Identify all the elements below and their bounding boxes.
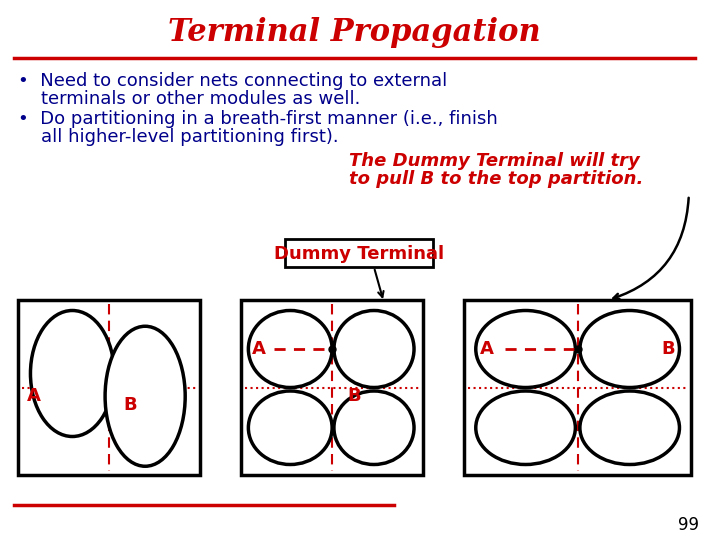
Text: terminals or other modules as well.: terminals or other modules as well.: [18, 90, 360, 108]
Bar: [464, 300, 690, 475]
Text: B: B: [347, 387, 361, 405]
Ellipse shape: [334, 391, 414, 464]
Ellipse shape: [105, 326, 185, 466]
Text: A: A: [480, 340, 494, 358]
Text: •  Do partitioning in a breath-first manner (i.e., finish: • Do partitioning in a breath-first mann…: [18, 110, 498, 128]
Ellipse shape: [248, 310, 332, 388]
Text: Terminal Propagation: Terminal Propagation: [168, 17, 541, 49]
Text: •  Need to consider nets connecting to external: • Need to consider nets connecting to ex…: [18, 72, 447, 90]
Ellipse shape: [476, 310, 575, 388]
Text: B: B: [662, 340, 675, 358]
Text: 99: 99: [678, 516, 699, 534]
FancyBboxPatch shape: [285, 239, 433, 267]
Text: A: A: [252, 340, 266, 358]
Text: all higher-level partitioning first).: all higher-level partitioning first).: [18, 128, 338, 146]
Text: A: A: [27, 387, 41, 405]
Ellipse shape: [334, 310, 414, 388]
Ellipse shape: [580, 310, 680, 388]
Ellipse shape: [30, 310, 114, 436]
Ellipse shape: [476, 391, 575, 464]
Bar: [18, 300, 199, 475]
Bar: [241, 300, 423, 475]
Text: B: B: [124, 396, 138, 414]
Ellipse shape: [248, 391, 332, 464]
Ellipse shape: [580, 391, 680, 464]
Text: to pull B to the top partition.: to pull B to the top partition.: [349, 170, 644, 188]
Text: The Dummy Terminal will try: The Dummy Terminal will try: [349, 152, 640, 170]
Text: Dummy Terminal: Dummy Terminal: [274, 245, 444, 263]
